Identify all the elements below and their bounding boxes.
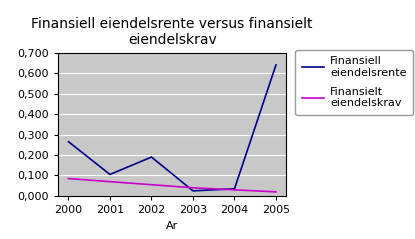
- Finansiell
eiendelsrente: [232, 187, 237, 190]
- Line: Finansielt
eiendelskrav: Finansielt eiendelskrav: [68, 179, 276, 192]
- Line: Finansiell
eiendelsrente: Finansiell eiendelsrente: [68, 65, 276, 191]
- Finansiell
eiendelsrente: [190, 190, 195, 192]
- Finansielt
eiendelskrav: [232, 188, 237, 191]
- Finansielt
eiendelskrav: [107, 180, 112, 183]
- Finansielt
eiendelskrav: [149, 183, 154, 186]
- Finansielt
eiendelskrav: [273, 190, 278, 193]
- X-axis label: Ar: Ar: [166, 221, 178, 231]
- Finansielt
eiendelskrav: [66, 177, 71, 180]
- Finansiell
eiendelsrente: [273, 63, 278, 66]
- Finansiell
eiendelsrente: [149, 156, 154, 158]
- Legend: Finansiell
eiendelsrente, Finansielt
eiendelskrav: Finansiell eiendelsrente, Finansielt eie…: [295, 50, 413, 115]
- Title: Finansiell eiendelsrente versus finansielt
eiendelskrav: Finansiell eiendelsrente versus finansie…: [32, 17, 313, 47]
- Finansiell
eiendelsrente: [66, 140, 71, 143]
- Finansiell
eiendelsrente: [107, 173, 112, 176]
- Finansielt
eiendelskrav: [190, 186, 195, 189]
